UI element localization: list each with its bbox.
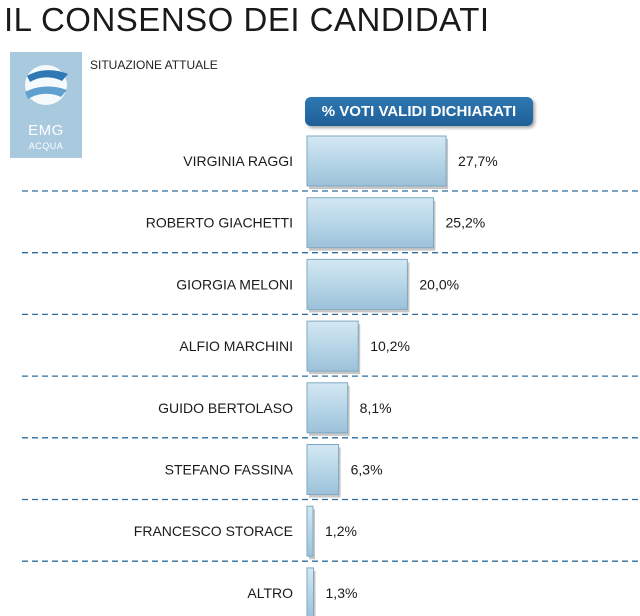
category-label: STEFANO FASSINA	[165, 462, 294, 478]
category-label: GUIDO BERTOLASO	[158, 400, 293, 416]
logo-swoosh-icon	[25, 65, 68, 105]
bar	[306, 567, 315, 616]
bar	[306, 320, 359, 372]
category-label: GIORGIA MELONI	[176, 276, 293, 292]
value-label: 1,2%	[325, 523, 357, 539]
category-label: ALFIO MARCHINI	[179, 338, 293, 354]
value-label: 10,2%	[370, 338, 410, 354]
logo-subtitle: ACQUA	[28, 141, 64, 151]
category-label: FRANCESCO STORACE	[134, 523, 293, 539]
value-label: 6,3%	[351, 462, 383, 478]
value-label: 20,0%	[419, 276, 459, 292]
value-label: 8,1%	[360, 400, 392, 416]
bar	[306, 135, 447, 187]
chart-header: % VOTI VALIDI DICHIARATI	[305, 97, 533, 126]
page-title: IL CONSENSO DEI CANDIDATI	[4, 1, 490, 38]
page-subtitle: SITUAZIONE ATTUALE	[90, 58, 218, 72]
logo-name: EMG	[28, 122, 64, 139]
value-label: 25,2%	[446, 215, 486, 231]
emg-logo: EMG ACQUA	[10, 52, 82, 158]
bar	[306, 382, 349, 434]
value-label: 27,7%	[458, 153, 498, 169]
bar	[306, 258, 408, 310]
category-label: VIRGINIA RAGGI	[183, 153, 293, 169]
value-label: 1,3%	[326, 585, 358, 601]
bar	[306, 197, 435, 249]
bar	[306, 505, 314, 557]
bar	[306, 444, 340, 495]
category-label: ALTRO	[247, 585, 293, 601]
category-label: ROBERTO GIACHETTI	[146, 215, 293, 231]
